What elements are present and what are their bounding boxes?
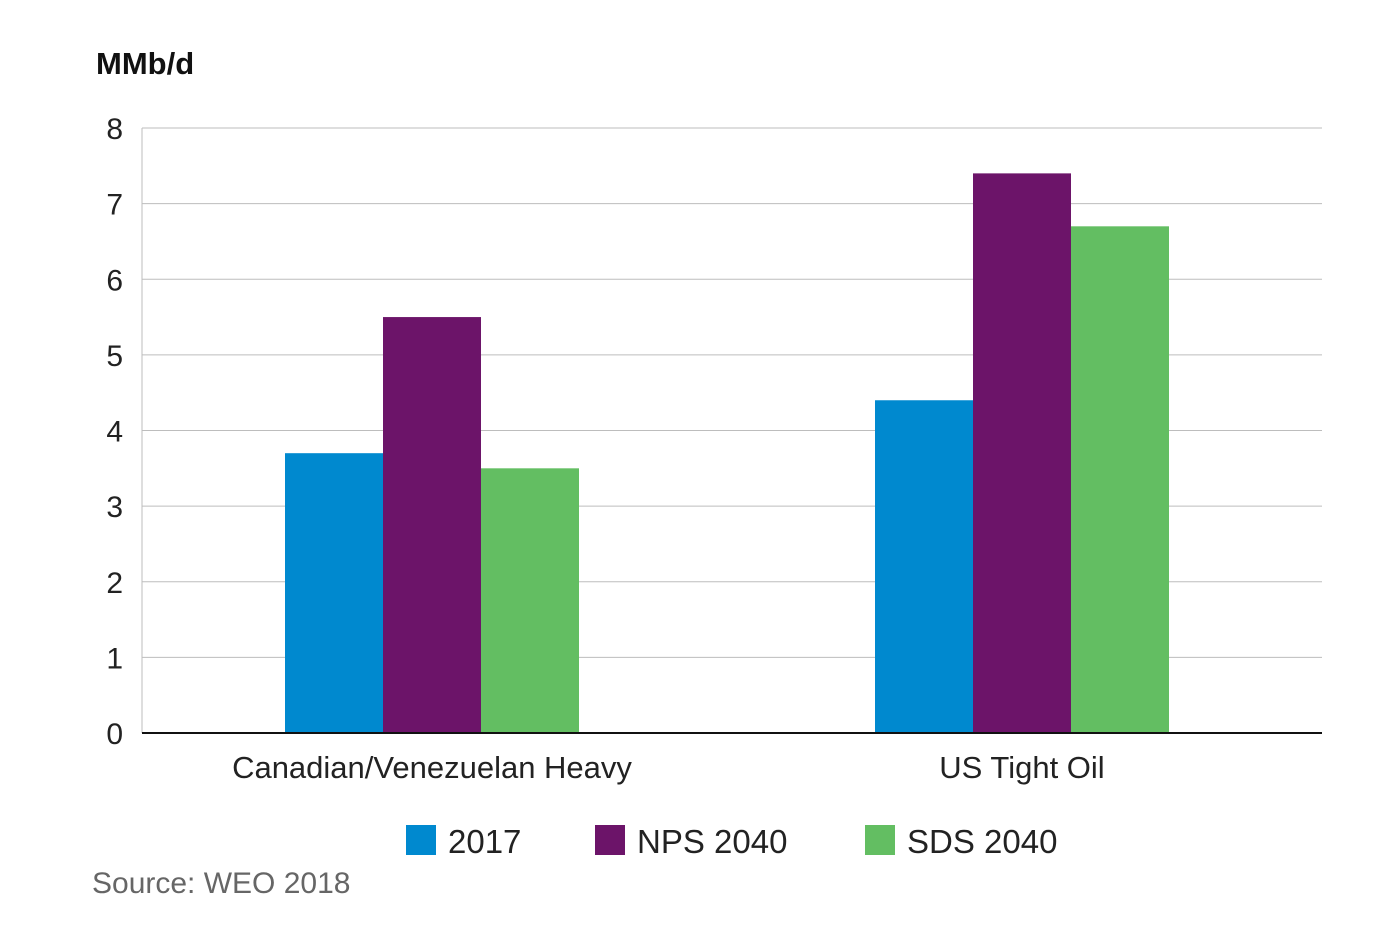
y-tick-label: 7 bbox=[106, 189, 123, 222]
legend: 2017 NPS 2040 SDS 2040 bbox=[406, 823, 1057, 860]
y-tick-label: 4 bbox=[106, 416, 123, 449]
x-category-label: US Tight Oil bbox=[939, 750, 1104, 785]
y-tick-label: 8 bbox=[106, 113, 123, 146]
bar-2017 bbox=[285, 453, 383, 733]
legend-label: 2017 bbox=[448, 823, 521, 860]
y-tick-label: 6 bbox=[106, 264, 123, 297]
y-tick-label: 2 bbox=[106, 567, 123, 600]
bar-sds-2040 bbox=[1071, 226, 1169, 733]
bars bbox=[285, 173, 1169, 733]
x-axis-categories: Canadian/Venezuelan Heavy US Tight Oil bbox=[232, 750, 1105, 785]
y-axis-ticks: 0 1 2 3 4 5 6 7 8 bbox=[106, 113, 123, 751]
legend-swatch bbox=[595, 825, 625, 855]
y-tick-label: 3 bbox=[106, 491, 123, 524]
y-tick-label: 5 bbox=[106, 340, 123, 373]
y-tick-label: 0 bbox=[106, 718, 123, 751]
legend-label: NPS 2040 bbox=[637, 823, 787, 860]
source-note: Source: WEO 2018 bbox=[92, 867, 350, 900]
legend-swatch bbox=[406, 825, 436, 855]
legend-swatch bbox=[865, 825, 895, 855]
x-category-label: Canadian/Venezuelan Heavy bbox=[232, 750, 632, 785]
y-tick-label: 1 bbox=[106, 642, 123, 675]
y-axis-unit-label: MMb/d bbox=[96, 46, 194, 81]
bar-sds-2040 bbox=[481, 468, 579, 733]
bar-2017 bbox=[875, 400, 973, 733]
legend-label: SDS 2040 bbox=[907, 823, 1057, 860]
bar-nps-2040 bbox=[383, 317, 481, 733]
bar-nps-2040 bbox=[973, 173, 1071, 733]
